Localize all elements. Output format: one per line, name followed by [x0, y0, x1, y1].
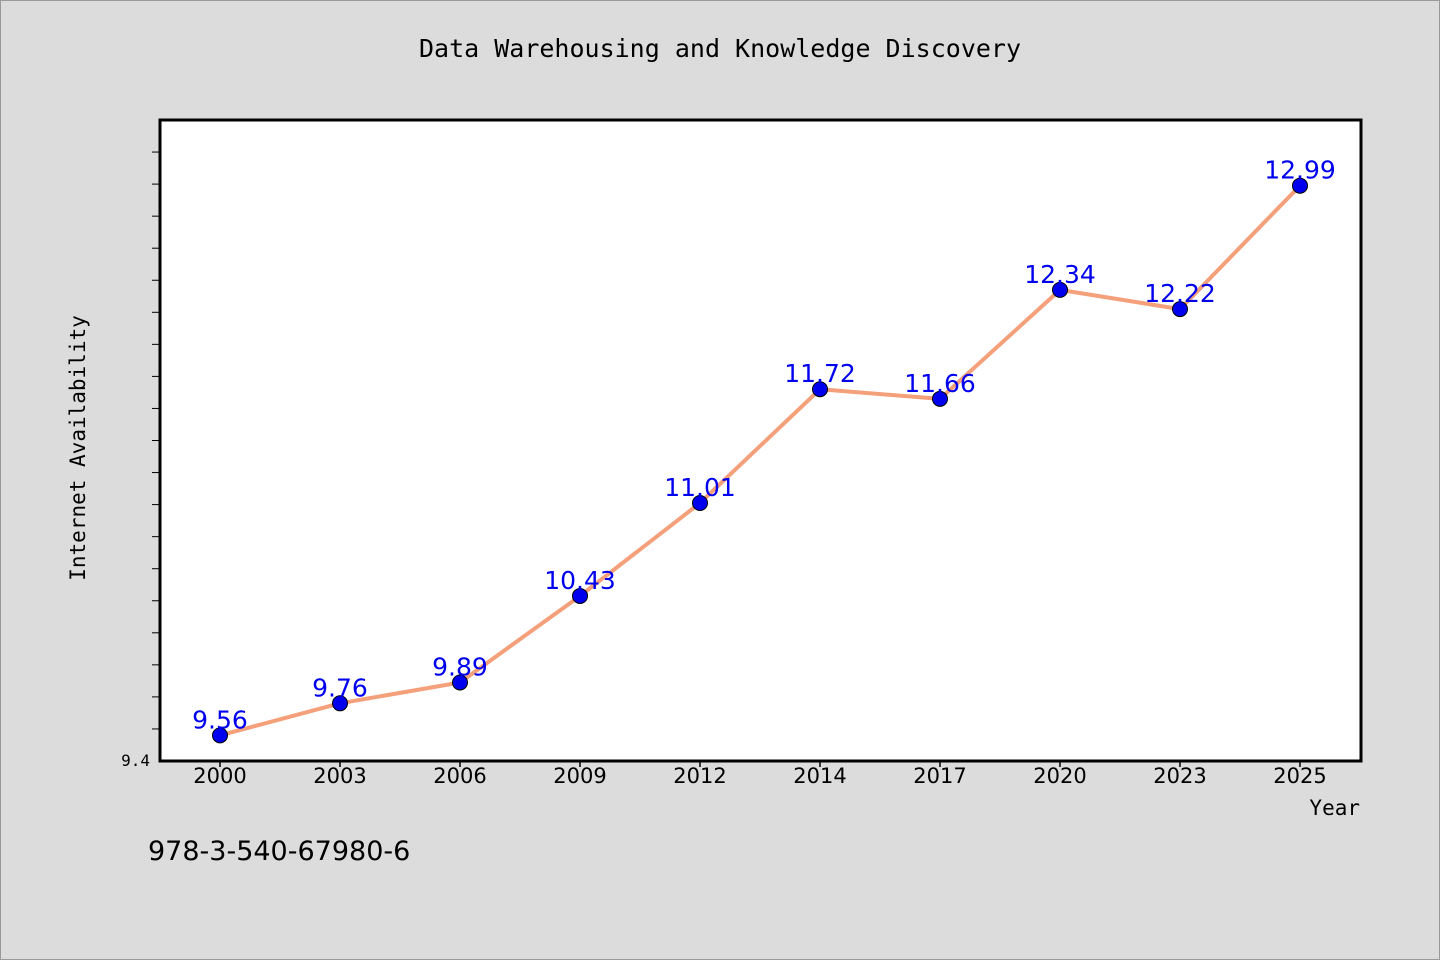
x-tick-label: 2003: [313, 764, 366, 788]
y-tick-label-min: 9.4: [121, 751, 150, 770]
plot-area: [158, 118, 1363, 763]
data-label: 11.72: [784, 359, 856, 388]
data-label: 10.43: [544, 566, 616, 595]
data-label: 12.34: [1024, 260, 1096, 289]
data-point: [212, 727, 228, 744]
data-point: [572, 587, 588, 604]
x-tick-label: 2014: [793, 764, 846, 788]
x-axis-label: Year: [1309, 796, 1360, 820]
x-tick-label: 2009: [553, 764, 606, 788]
data-label: 9.76: [312, 673, 368, 702]
data-point: [1172, 301, 1188, 318]
data-point: [1052, 281, 1068, 298]
data-label: 11.01: [664, 473, 736, 502]
series-layer: [212, 177, 1308, 744]
y-axis-ticks: [152, 151, 160, 730]
data-point: [1292, 177, 1308, 194]
data-label: 11.66: [904, 369, 976, 398]
x-tick-label: 2025: [1273, 764, 1326, 788]
x-tick-label: 2006: [433, 764, 486, 788]
x-axis-ticks: 2000 2003 2006 2009 2012 2014 2017 2020 2023 2025: [193, 761, 1327, 788]
data-point: [812, 381, 828, 398]
footnote-isbn: 978-3-540-67980-6: [148, 836, 411, 867]
data-point: [332, 695, 348, 712]
data-label: 9.56: [192, 705, 248, 734]
x-tick-label: 2023: [1153, 764, 1206, 788]
data-point: [452, 674, 468, 691]
data-label: 9.89: [432, 652, 488, 681]
data-point: [932, 390, 948, 407]
data-point: [692, 494, 708, 511]
series-line: [219, 184, 1302, 738]
x-tick-label: 2000: [193, 764, 246, 788]
x-tick-label: 2020: [1033, 764, 1086, 788]
data-label: 12.22: [1144, 279, 1216, 308]
chart-title: Data Warehousing and Knowledge Discovery: [418, 34, 1022, 63]
data-labels: 9.56 9.76 9.89 10.43 11.01 11.72 11.66 12.34 12.…: [192, 156, 1336, 735]
x-tick-label: 2017: [913, 764, 966, 788]
data-label: 12.99: [1264, 156, 1336, 185]
x-tick-label: 2012: [673, 764, 726, 788]
